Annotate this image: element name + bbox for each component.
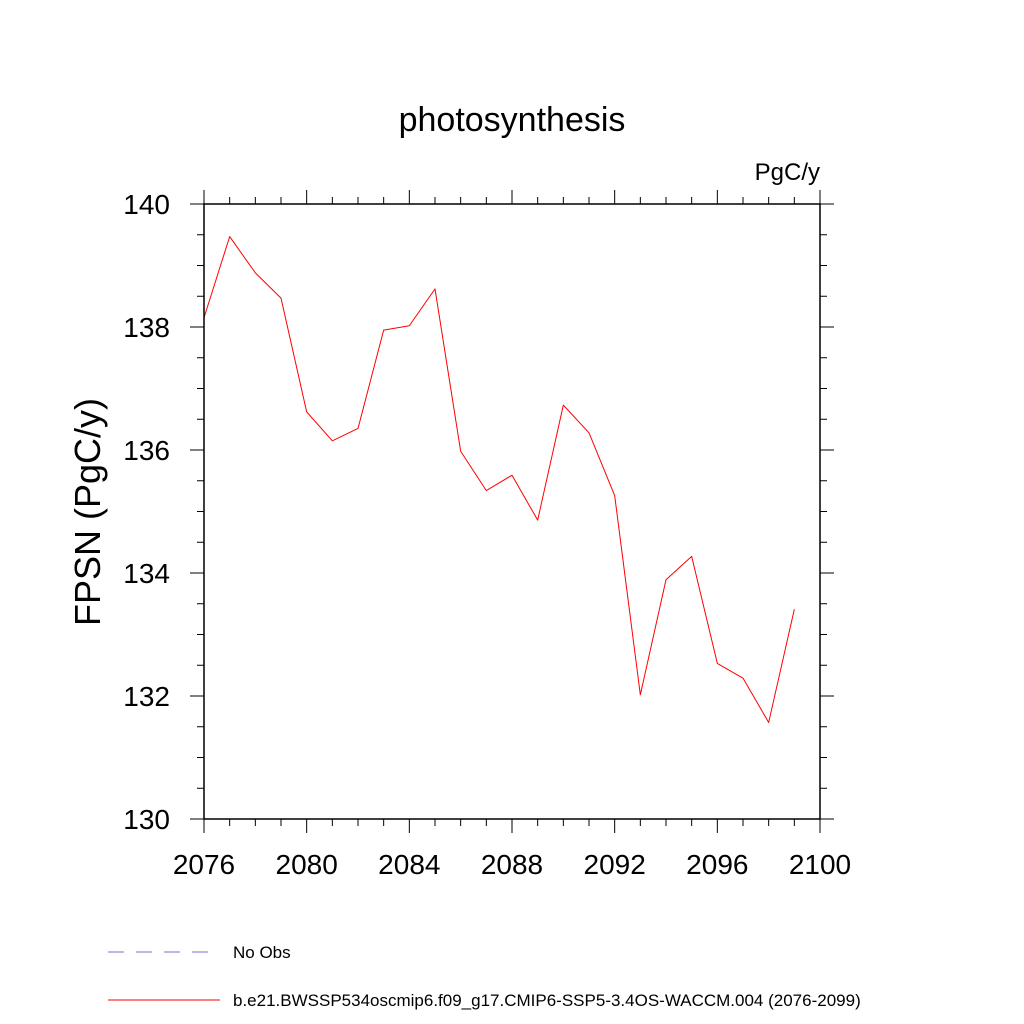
y-tick-label: 132	[123, 681, 170, 712]
y-tick-label: 138	[123, 312, 170, 343]
y-tick-label: 130	[123, 804, 170, 835]
y-tick-label: 134	[123, 558, 170, 589]
y-tick-label: 136	[123, 435, 170, 466]
x-tick-label: 2100	[789, 849, 851, 880]
x-tick-label: 2076	[173, 849, 235, 880]
x-tick-label: 2088	[481, 849, 543, 880]
y-tick-labels: 130 132 134 136 138 140	[123, 189, 170, 835]
units-label: PgC/y	[755, 159, 820, 186]
axis-ticks	[190, 190, 834, 833]
legend: No Obs b.e21.BWSSP534oscmip6.f09_g17.CMI…	[108, 943, 861, 1010]
plot-frame	[203, 203, 821, 820]
chart-title: photosynthesis	[399, 101, 626, 139]
series-line	[203, 236, 795, 723]
y-tick-label: 140	[123, 189, 170, 220]
x-tick-label: 2080	[276, 849, 338, 880]
x-tick-labels: 2076 2080 2084 2088 2092 2096 2100	[173, 849, 851, 880]
y-axis-label: FPSN (PgC/y)	[67, 398, 108, 626]
x-tick-label: 2096	[686, 849, 748, 880]
legend-label-model: b.e21.BWSSP534oscmip6.f09_g17.CMIP6-SSP5…	[233, 991, 861, 1010]
legend-label-no-obs: No Obs	[233, 943, 291, 962]
x-tick-label: 2092	[584, 849, 646, 880]
x-tick-label: 2084	[378, 849, 440, 880]
plot-lines	[203, 236, 795, 723]
